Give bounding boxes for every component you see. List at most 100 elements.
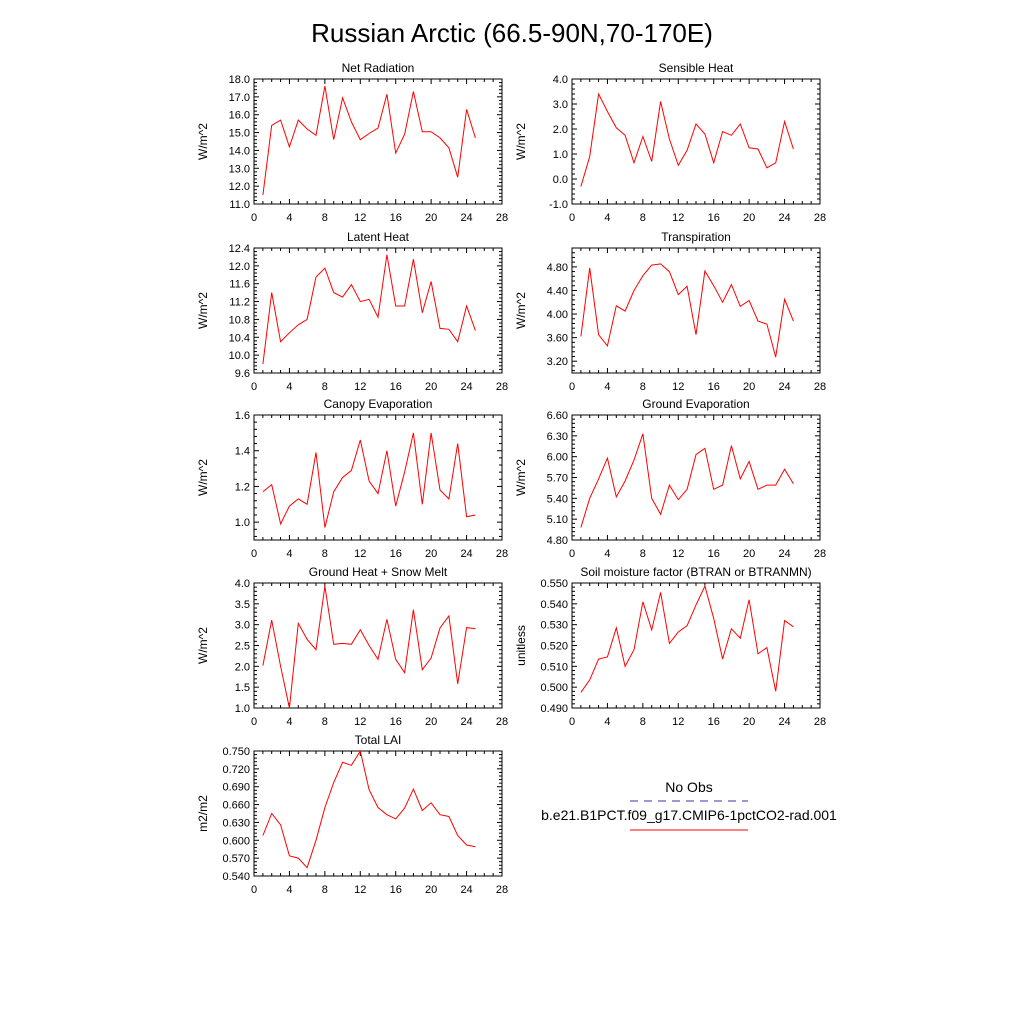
x-tick-label: 20 <box>425 212 437 224</box>
x-tick-label: 0 <box>251 548 257 560</box>
x-tick-label: 16 <box>708 716 720 728</box>
x-tick-label: 20 <box>743 212 755 224</box>
x-tick-label: 12 <box>354 548 366 560</box>
y-tick-label: 0.530 <box>540 620 568 632</box>
x-tick-label: 8 <box>640 716 646 728</box>
x-tick-label: 24 <box>460 381 472 393</box>
y-tick-label: 0.0 <box>553 174 568 186</box>
y-tick-label: 0.510 <box>540 661 568 673</box>
x-tick-label: 4 <box>286 548 292 560</box>
x-tick-label: 24 <box>460 548 472 560</box>
y-tick-label: 0.720 <box>222 764 250 776</box>
y-tick-label: -1.0 <box>549 199 568 211</box>
series-line <box>262 254 476 365</box>
y-tick-label: 4.40 <box>547 285 568 297</box>
plot-frame <box>571 78 821 205</box>
y-tick-label: 1.0 <box>235 517 250 529</box>
series-line <box>580 263 794 358</box>
x-tick-label: 8 <box>322 381 328 393</box>
series-line <box>262 86 476 196</box>
y-tick-label: 5.40 <box>547 493 568 505</box>
x-tick-label: 8 <box>322 212 328 224</box>
x-tick-label: 20 <box>425 716 437 728</box>
y-tick-label: 6.30 <box>547 431 568 443</box>
plot-frame <box>571 414 821 541</box>
chart-panel: Latent Heat 0 4 8 12 16 20 24 28 9.6 10.0 10.4 10.8 1… <box>196 230 508 393</box>
x-tick-label: 24 <box>778 381 790 393</box>
y-tick-label: 0.570 <box>222 853 250 865</box>
y-axis-label: W/m^2 <box>514 123 528 160</box>
y-tick-label: 4.80 <box>547 535 568 547</box>
y-tick-label: 6.00 <box>547 452 568 464</box>
y-tick-label: 0.550 <box>540 578 568 590</box>
chart-panel: Ground Heat + Snow Melt 0 4 8 12 16 20 24 28 1.0 1… <box>196 565 508 728</box>
x-tick-label: 8 <box>322 884 328 896</box>
y-tick-label: 2.0 <box>553 124 568 136</box>
x-tick-label: 12 <box>354 884 366 896</box>
x-tick-label: 0 <box>251 716 257 728</box>
x-tick-label: 12 <box>672 548 684 560</box>
chart-panel: Sensible Heat 0 4 8 12 16 20 24 28 -1.0 0.0 1.0 2.0 3… <box>514 61 826 224</box>
x-tick-label: 16 <box>390 716 402 728</box>
y-tick-label: 4.0 <box>235 578 250 590</box>
x-tick-label: 16 <box>390 212 402 224</box>
series-line <box>262 586 476 709</box>
y-tick-label: 12.0 <box>229 181 250 193</box>
plot-frame <box>253 247 503 374</box>
y-tick-label: 3.0 <box>235 620 250 632</box>
x-tick-label: 12 <box>354 212 366 224</box>
y-tick-label: 17.0 <box>229 92 250 104</box>
x-tick-label: 28 <box>814 212 826 224</box>
x-tick-label: 4 <box>604 212 610 224</box>
y-tick-label: 12.4 <box>229 243 250 255</box>
legend: No Obs b.e21.B1PCT.f09_g17.CMIP6-1pctCO2… <box>541 779 837 831</box>
x-tick-label: 24 <box>778 716 790 728</box>
y-tick-label: 1.5 <box>235 682 250 694</box>
series-line <box>580 584 794 693</box>
chart-panel: Canopy Evaporation 0 4 8 12 16 20 24 28 1.0 1.2 1.4… <box>196 397 508 560</box>
series-line <box>580 92 794 187</box>
chart-title: Ground Evaporation <box>642 397 749 411</box>
x-tick-label: 28 <box>814 716 826 728</box>
x-tick-label: 20 <box>425 884 437 896</box>
y-axis-label: W/m^2 <box>514 459 528 496</box>
y-tick-label: 1.4 <box>235 446 250 458</box>
y-axis-label: m2/m2 <box>196 795 210 832</box>
chart-title: Ground Heat + Snow Melt <box>309 565 448 579</box>
y-tick-label: 15.0 <box>229 128 250 140</box>
x-tick-label: 4 <box>286 212 292 224</box>
chart-panel: Soil moisture factor (BTRAN or BTRANMN) 0… <box>514 565 826 728</box>
series-line <box>580 433 794 528</box>
x-tick-label: 8 <box>322 548 328 560</box>
y-tick-label: 10.0 <box>229 350 250 362</box>
x-tick-label: 24 <box>778 548 790 560</box>
x-tick-label: 8 <box>322 716 328 728</box>
x-tick-label: 4 <box>286 381 292 393</box>
x-tick-label: 16 <box>708 212 720 224</box>
x-tick-label: 0 <box>251 212 257 224</box>
x-tick-label: 0 <box>251 381 257 393</box>
legend-case-label: b.e21.B1PCT.f09_g17.CMIP6-1pctCO2-rad.00… <box>541 807 837 823</box>
x-tick-label: 0 <box>251 884 257 896</box>
y-tick-label: 4.80 <box>547 262 568 274</box>
y-tick-label: 0.540 <box>222 871 250 883</box>
y-axis-label: unitless <box>514 625 528 666</box>
y-tick-label: 10.8 <box>229 314 250 326</box>
chart-panel: Ground Evaporation 0 4 8 12 16 20 24 28 4.80 5.10 5… <box>514 397 826 560</box>
y-tick-label: 0.500 <box>540 682 568 694</box>
chart-title: Sensible Heat <box>659 61 734 75</box>
y-tick-label: 0.600 <box>222 835 250 847</box>
y-tick-label: 2.0 <box>235 661 250 673</box>
x-tick-label: 16 <box>708 381 720 393</box>
x-tick-label: 28 <box>814 381 826 393</box>
y-tick-label: 11.2 <box>229 297 250 309</box>
y-tick-label: 1.0 <box>235 703 250 715</box>
x-tick-label: 24 <box>460 716 472 728</box>
y-tick-label: 10.4 <box>229 332 250 344</box>
y-tick-label: 13.0 <box>229 163 250 175</box>
y-tick-label: 2.5 <box>235 641 250 653</box>
y-tick-label: 0.490 <box>540 703 568 715</box>
page-title: Russian Arctic (66.5-90N,70-170E) <box>311 18 713 48</box>
y-tick-label: 1.0 <box>553 149 568 161</box>
